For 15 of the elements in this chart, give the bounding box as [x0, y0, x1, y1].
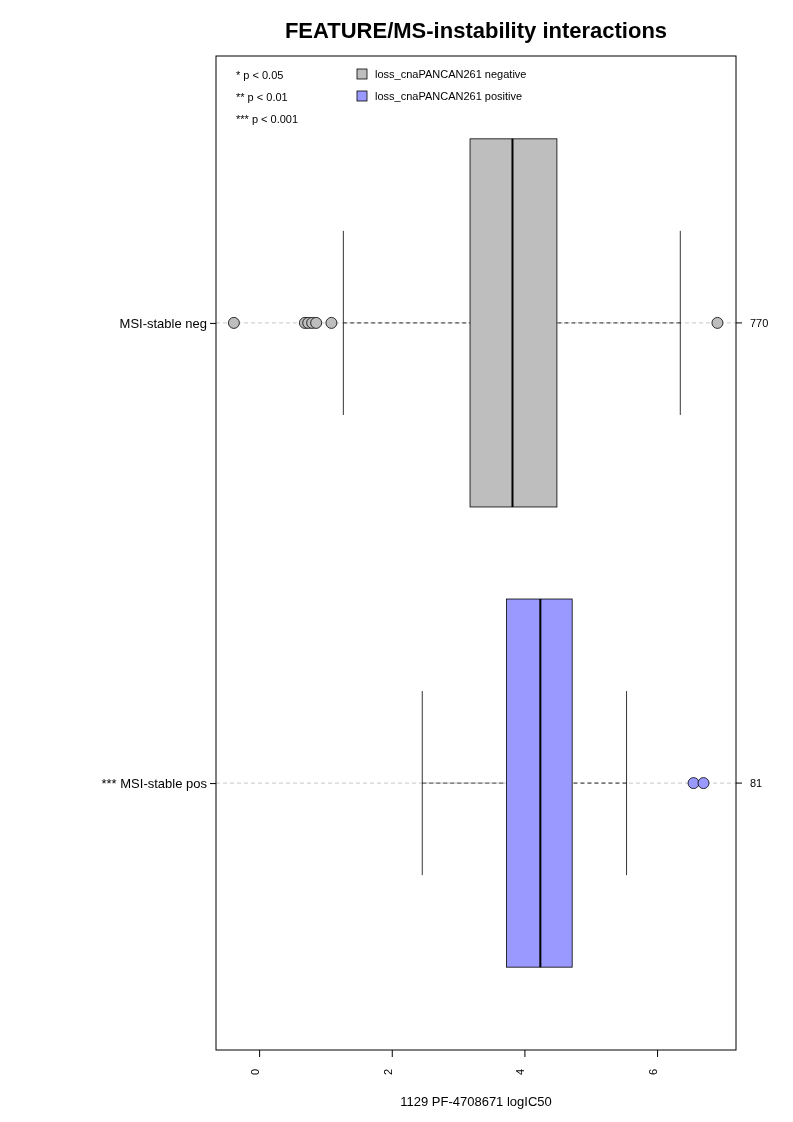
x-tick-label: 0 — [249, 1068, 262, 1076]
x-tick-label: 4 — [514, 1068, 527, 1076]
annotation: ** p < 0.01 — [236, 91, 288, 103]
annotation: * p < 0.05 — [236, 69, 284, 81]
y-tick-label: MSI-stable neg — [119, 315, 207, 331]
x-tick-label: 6 — [647, 1068, 660, 1076]
y-tick-label: *** MSI-stable pos — [101, 775, 208, 791]
chart-title: FEATURE/MS-instability interactions — [284, 18, 668, 43]
legend-label: loss_cnaPANCAN261 negative — [375, 67, 527, 80]
text: 81 — [750, 776, 763, 789]
annotation: *** p < 0.001 — [236, 113, 299, 125]
x-tick-label: 2 — [381, 1068, 394, 1076]
legend-label: loss_cnaPANCAN261 positive — [375, 89, 523, 102]
x-axis-title: 1129 PF-4708671 logIC50 — [400, 1094, 552, 1109]
text: 770 — [750, 316, 769, 329]
